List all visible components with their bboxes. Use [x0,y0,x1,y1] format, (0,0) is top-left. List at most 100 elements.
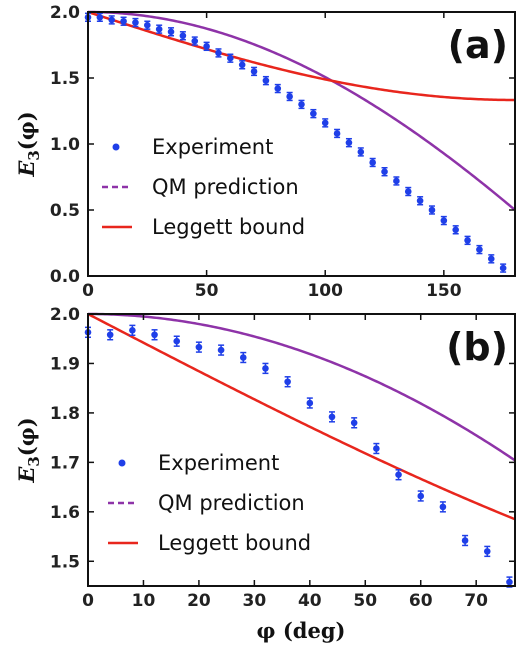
a-data-point [286,91,293,102]
a-data-point [191,36,199,46]
legend-item: Leggett bound [108,531,311,555]
a-data-point [310,108,317,119]
b-xtick-label: 70 [464,591,488,611]
panel-b-legend: Experiment QM prediction Leggett bound [108,451,311,555]
legend-item: QM prediction [108,491,305,515]
a-data-point [108,15,116,25]
ylabel-arg: (φ) [14,417,39,456]
legend-label: Leggett bound [158,531,311,555]
a-xtick-label: 150 [426,281,462,301]
panel-b-tag: (b) [446,325,508,369]
a-data-point [381,167,388,177]
a-data-point [132,17,139,28]
ylabel-arg: (φ) [14,111,39,150]
a-data-point [464,235,471,246]
a-data-point [416,196,424,206]
a-data-point [440,215,448,226]
b-xtick-label: 50 [353,591,377,611]
panel-b-ylabel: E3(φ) [14,417,43,483]
b-data-point [373,442,380,455]
b-xtick-label: 60 [409,591,433,611]
b-xtick-label: 20 [187,591,211,611]
a-data-point [167,27,175,37]
legend-experiment-marker [112,143,120,151]
a-data-point [274,83,282,94]
b-data-point [417,490,425,502]
legend-label: Leggett bound [152,215,305,239]
a-data-point [357,147,365,157]
a-data-point [393,176,400,186]
a-data-point [369,157,376,168]
b-xtick-label: 40 [298,591,322,611]
a-xtick-label: 50 [195,281,219,301]
legend-item: QM prediction [102,175,299,199]
legend-label: Experiment [152,135,273,159]
b-data-point [483,545,491,558]
b-data-point [129,324,136,337]
a-data-point [333,128,341,139]
b-data-point [217,344,225,356]
panel-a-ylabel-text: E3(φ) [14,111,43,177]
ylabel-symbol: E [14,160,39,178]
panel-a-leggett-curve [87,10,515,102]
a-data-point [203,41,210,52]
a-xtick-label: 100 [307,281,343,301]
a-xtick-label: 0 [82,281,94,301]
a-data-point [476,244,483,255]
a-data-point [262,75,270,86]
b-data-point [395,469,402,481]
b-data-point [106,329,114,341]
b-data-point [195,341,203,353]
a-data-point [404,186,412,197]
panel-a-tag: (a) [448,23,508,67]
legend-item: Leggett bound [102,215,305,239]
ylabel-subscript: 3 [25,150,43,160]
legend-item: Experiment [112,135,273,159]
a-data-point [144,20,151,30]
a-ytick-label: 0.0 [50,267,80,287]
legend-experiment-marker [118,459,126,467]
b-ytick-label: 1.7 [50,453,80,473]
legend-label: QM prediction [152,175,299,199]
panel-b-qm-curve [88,312,516,462]
a-data-point [428,205,436,215]
a-data-point [215,48,222,58]
panel-a-qm-curve [87,10,516,211]
b-data-point [439,501,447,513]
a-ytick-label: 1.5 [50,69,80,89]
a-data-point [120,16,127,26]
legend-label: QM prediction [158,491,305,515]
a-data-point [298,99,305,110]
b-ytick-label: 1.5 [50,552,80,572]
panel-b-ylabel-text: E3(φ) [14,417,43,483]
b-data-point [151,329,158,341]
panel-a: 0 50 100 150 0.0 0.5 1.0 1.5 2.0 E3(φ) (a) Exper… [14,3,516,301]
a-data-point [179,31,187,41]
panel-b-leggett-curve [87,312,516,521]
ylabel-symbol: E [14,466,39,484]
a-data-point [321,118,329,128]
b-data-point [262,362,269,375]
b-ytick-label: 1.6 [50,503,80,523]
b-data-point [461,534,469,547]
panel-b: 0 10 20 30 40 50 60 701.51.61.71.81.92.0 E3(φ) … [14,305,516,643]
b-data-point [306,397,314,409]
a-data-point [155,24,163,34]
legend-label: Experiment [158,451,279,475]
panel-b-frame [87,313,516,587]
b-ytick-label: 2.0 [50,305,80,325]
a-data-point [499,263,507,273]
b-data-point [328,411,336,423]
b-xtick-label: 0 [82,591,94,611]
panel-b-xlabel: φ (deg) [257,618,346,643]
b-data-point [350,417,358,429]
a-data-point [96,12,104,22]
a-data-point [250,66,258,77]
ylabel-subscript: 3 [25,456,43,466]
a-data-point [487,254,495,264]
a-ytick-label: 0.5 [50,201,80,221]
b-ytick-label: 1.8 [50,404,80,424]
a-data-point [238,60,246,70]
a-ytick-label: 2.0 [50,3,80,23]
